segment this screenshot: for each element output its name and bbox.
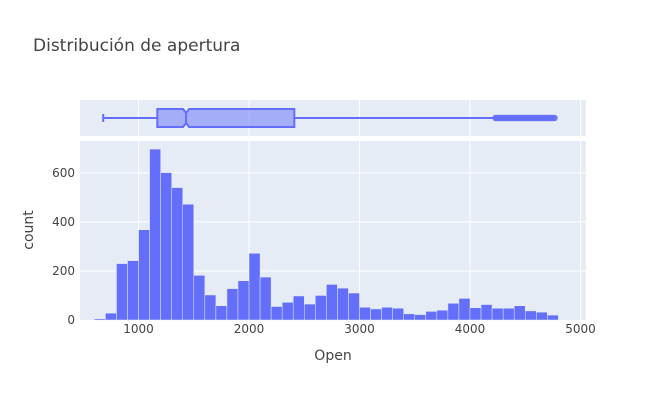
histogram-bar[interactable] — [193, 275, 206, 321]
histogram-bar[interactable] — [315, 295, 327, 321]
x-tick-label: 3000 — [344, 322, 375, 336]
y-tick-label: 400 — [52, 215, 75, 229]
histogram-bar[interactable] — [182, 204, 195, 321]
histogram-bar[interactable] — [469, 307, 482, 321]
marginal-boxplot[interactable] — [102, 108, 558, 128]
histogram-bar[interactable] — [226, 288, 239, 321]
y-tick-label: 200 — [52, 264, 75, 278]
histogram-bar[interactable] — [270, 306, 283, 321]
histogram-bar[interactable] — [94, 318, 106, 321]
notched-box — [156, 108, 296, 128]
histogram-bar[interactable] — [513, 305, 526, 321]
histogram-bar[interactable] — [524, 310, 537, 321]
histogram-bar[interactable] — [304, 303, 316, 321]
y-tick-label: 0 — [67, 313, 75, 327]
histogram-bar[interactable] — [425, 311, 438, 321]
x-tick-label: 2000 — [234, 322, 265, 336]
histogram-bar[interactable] — [547, 314, 559, 321]
histogram-bar[interactable] — [536, 311, 548, 321]
histogram-bar[interactable] — [458, 298, 471, 321]
histogram-bar[interactable] — [149, 148, 161, 321]
y-axis-label: count — [21, 210, 37, 250]
histogram-bar[interactable] — [171, 187, 183, 321]
histogram-bar[interactable] — [480, 304, 493, 321]
x-tick-label: 1000 — [123, 322, 154, 336]
histogram-bar[interactable] — [281, 302, 294, 321]
outlier-point — [551, 114, 558, 122]
histogram-bar[interactable] — [138, 229, 150, 321]
histogram-bar[interactable] — [215, 305, 228, 321]
x-tick-label: 5000 — [565, 322, 596, 336]
x-axis-ticks: 1000 2000 3000 4000 5000 — [123, 322, 595, 336]
histogram-bar[interactable] — [370, 308, 382, 321]
histogram-bar[interactable] — [502, 307, 515, 321]
histogram-bar[interactable] — [403, 313, 416, 321]
histogram-bar[interactable] — [204, 294, 217, 321]
histogram-bar[interactable] — [337, 287, 349, 321]
y-axis-ticks: 0 200 400 600 — [52, 166, 75, 327]
x-tick-label: 4000 — [455, 322, 486, 336]
histogram-bar[interactable] — [326, 284, 338, 321]
y-tick-label: 600 — [52, 166, 75, 180]
histogram-bar[interactable] — [359, 306, 371, 321]
chart-title: Distribución de apertura — [33, 36, 240, 56]
histogram-bar[interactable] — [237, 280, 250, 321]
histogram-bar[interactable] — [436, 309, 449, 321]
histogram-bar[interactable] — [381, 306, 393, 321]
histogram-bar[interactable] — [259, 276, 272, 321]
histogram-bar[interactable] — [348, 292, 360, 321]
histogram-bar[interactable] — [116, 263, 128, 321]
histogram-bar[interactable] — [160, 172, 172, 321]
histogram-bars[interactable] — [94, 148, 559, 321]
histogram-bar[interactable] — [292, 295, 305, 321]
histogram-bar[interactable] — [447, 303, 460, 321]
histogram-bar[interactable] — [491, 307, 504, 321]
x-axis-label: Open — [314, 348, 351, 364]
histogram-bar[interactable] — [414, 314, 427, 321]
histogram-bar[interactable] — [248, 253, 261, 321]
histogram-bar[interactable] — [127, 260, 139, 321]
histogram-bar[interactable] — [392, 307, 404, 321]
histogram-bar[interactable] — [105, 312, 117, 321]
